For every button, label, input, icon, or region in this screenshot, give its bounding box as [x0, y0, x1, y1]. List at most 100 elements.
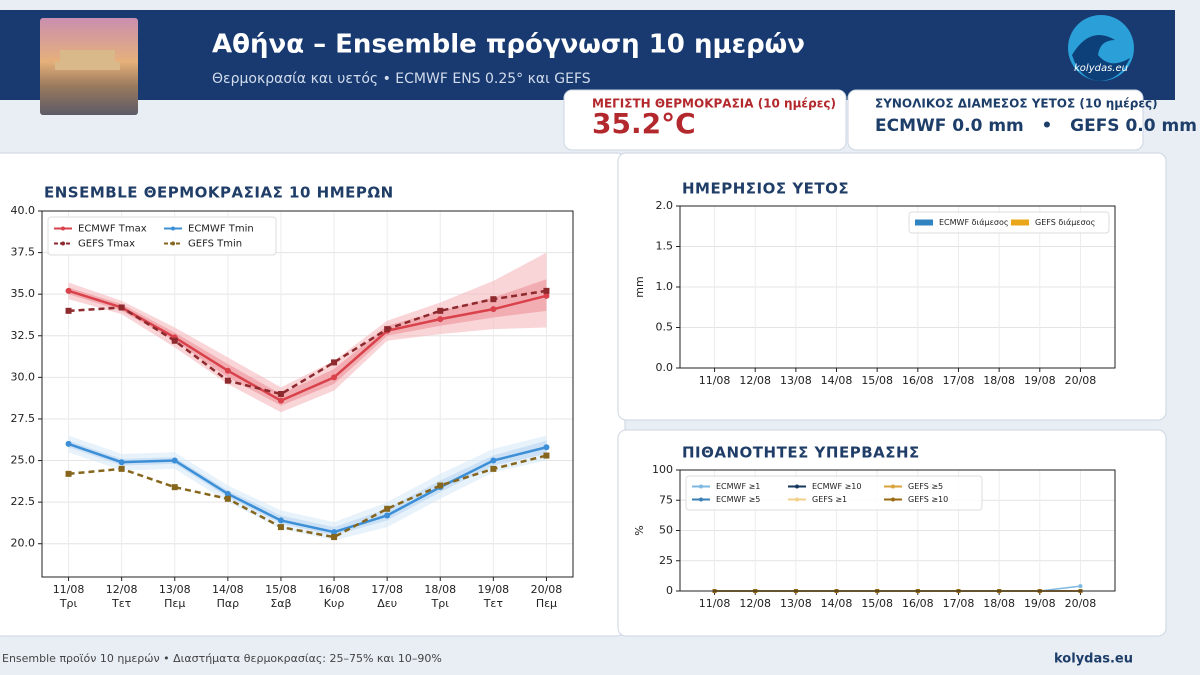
legend-label: ECMWF ≥10 [812, 482, 861, 491]
photo-temple [55, 50, 120, 70]
legend-label: ECMWF ≥5 [716, 495, 760, 504]
marker [65, 470, 72, 477]
x-tick-label: 20/08 [1065, 374, 1097, 387]
logo-text: kolydas.eu [1074, 63, 1128, 74]
marker [490, 465, 497, 472]
x-tick-label: 14/08 [212, 583, 244, 596]
marker [384, 326, 391, 333]
marker [543, 292, 550, 299]
marker [437, 482, 444, 489]
x-tick-label: 14/08 [821, 597, 853, 610]
legend-label: GEFS Tmin [188, 239, 242, 250]
marker [437, 307, 444, 314]
y-axis-label: % [633, 525, 646, 535]
header-bar [0, 10, 1175, 100]
percentile-band [68, 435, 547, 541]
card-value: ECMWF 0.0 mm • GEFS 0.0 mm [875, 116, 1197, 136]
series-line [68, 442, 547, 534]
marker [171, 484, 178, 491]
header-title: Αθήνα – Ensemble πρόγνωση 10 ημερών [212, 30, 805, 60]
charts: ENSEMBLE ΘΕΡΜΟΚΡΑΣΙΑΣ 10 ΗΜΕΡΩΝ 20.0 22.5 2… [11, 180, 1116, 610]
x-tick-label: 19/08 [1024, 374, 1056, 387]
legend-label: ECMWF Tmin [188, 224, 254, 235]
x-tick-sublabel: Κυρ [324, 597, 345, 610]
x-tick-label: 17/08 [943, 597, 975, 610]
series-line [68, 289, 547, 403]
legend-marker [795, 497, 799, 502]
x-tick-label: 13/08 [780, 374, 812, 387]
series-line [68, 454, 547, 539]
legend-label: ECMWF ≥1 [716, 482, 760, 491]
marker [490, 306, 497, 313]
marker [331, 374, 338, 381]
y-tick-label: 75 [659, 493, 673, 506]
legend-label: ECMWF Tmax [78, 224, 147, 235]
x-tick-label: 12/08 [739, 597, 771, 610]
x-tick-sublabel: Σαβ [270, 597, 291, 610]
card-label: ΣΥΝΟΛΙΚΟΣ ΔΙΑΜΕΣΟΣ ΥΕΤΟΣ (10 ημέρες) [875, 97, 1158, 111]
chart-title: ΗΜΕΡΗΣΙΟΣ ΥΕΤΟΣ [682, 180, 849, 198]
card [847, 89, 1144, 151]
marker [118, 304, 125, 311]
marker [224, 377, 231, 384]
marker [171, 457, 178, 464]
y-tick-label: 20.0 [11, 537, 36, 550]
legend-marker [61, 241, 65, 246]
x-tick-label: 14/08 [821, 374, 853, 387]
x-tick-sublabel: Παρ [217, 597, 240, 610]
x-tick-label: 19/08 [477, 583, 509, 596]
y-tick-label: 100 [652, 463, 673, 476]
legend-label: GEFS ≥1 [812, 495, 847, 504]
marker [118, 459, 125, 466]
legend-swatch [1011, 219, 1029, 226]
card [563, 89, 847, 151]
legend-marker [891, 497, 895, 502]
marker [437, 316, 444, 323]
card-value: 35.2°C [592, 107, 696, 140]
x-tick-sublabel: Τρι [431, 597, 450, 610]
x-tick-sublabel: Πεμ [536, 597, 557, 610]
card-label: ΜΕΓΙΣΤΗ ΘΕΡΜΟΚΡΑΣΙΑ (10 ημέρες) [592, 97, 836, 111]
legend-marker [795, 484, 799, 489]
marker [490, 296, 497, 303]
y-tick-label: 32.5 [11, 329, 36, 342]
legend-label: GEFS διάμεσος [1035, 218, 1095, 227]
legend-marker [61, 226, 65, 231]
legend-box [908, 211, 1110, 234]
marker [384, 512, 391, 519]
y-tick-label: 35.0 [11, 287, 36, 300]
legend-label: GEFS Tmax [78, 239, 135, 250]
marker [171, 337, 178, 344]
x-tick-label: 15/08 [265, 583, 297, 596]
y-tick-label: 40.0 [11, 204, 36, 217]
axes-frame [679, 469, 1116, 592]
footer-note: Ensemble προϊόν 10 ημερών • Διαστήματα θ… [2, 652, 442, 665]
header-subtitle: Θερμοκρασία και υετός • ECMWF ENS 0.25° … [212, 71, 591, 87]
x-tick-label: 13/08 [780, 597, 812, 610]
y-tick-label: 1.0 [656, 280, 674, 293]
y-axis-label: mm [633, 276, 646, 297]
y-tick-label: 2.0 [656, 199, 674, 212]
marker [65, 440, 72, 447]
axes-frame [679, 205, 1116, 369]
marker [277, 397, 284, 404]
legend-marker [699, 484, 703, 489]
marker [331, 529, 338, 536]
marker [490, 457, 497, 464]
x-tick-label: 18/08 [983, 597, 1015, 610]
marker [224, 367, 231, 374]
series-line [68, 289, 547, 396]
legend-label: GEFS ≥10 [908, 495, 948, 504]
x-tick-label: 12/08 [739, 374, 771, 387]
y-tick-label: 27.5 [11, 412, 36, 425]
y-tick-label: 0.5 [656, 321, 674, 334]
marker [543, 287, 550, 294]
legend-label: ECMWF διάμεσος [939, 218, 1009, 227]
legend-marker [171, 241, 175, 246]
marker [277, 517, 284, 524]
x-tick-label: 18/08 [983, 374, 1015, 387]
x-tick-label: 12/08 [106, 583, 138, 596]
marker [384, 505, 391, 512]
y-tick-label: 30.0 [11, 370, 36, 383]
